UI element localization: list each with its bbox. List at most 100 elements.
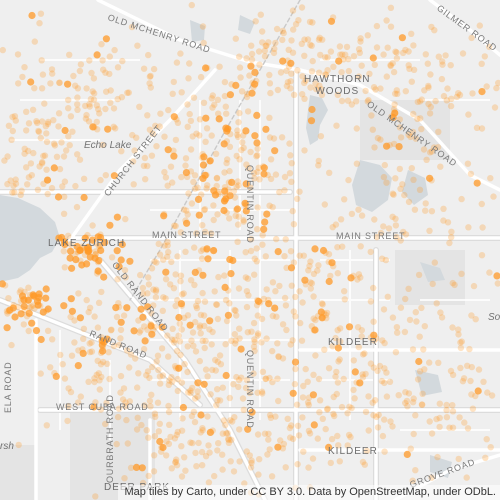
data-point [68,264,76,272]
data-point [486,43,493,51]
data-point [79,346,86,353]
data-point [107,327,115,334]
data-point [156,437,164,446]
data-point [315,69,323,76]
data-point [250,370,257,377]
data-point [300,252,307,259]
data-point [346,403,353,410]
data-point [11,189,18,196]
data-point [389,190,396,197]
data-point [317,308,325,316]
data-point [219,451,226,458]
data-point [173,347,181,355]
data-point [226,255,234,264]
data-point [231,331,238,338]
data-point [43,166,50,173]
data-point [390,140,398,148]
data-point [453,93,461,101]
data-point [234,238,241,245]
data-point [345,323,354,331]
data-point [115,405,123,412]
data-point [253,258,260,265]
data-point [190,342,197,349]
data-point [490,193,497,200]
data-point [173,431,180,438]
data-point [358,62,365,69]
data-point [19,73,26,81]
data-point [151,433,159,440]
data-point [220,206,228,215]
data-point [123,347,131,354]
data-point [3,308,11,315]
data-point [329,343,336,350]
data-point [326,169,333,176]
data-point [483,436,490,443]
data-point [409,128,417,136]
data-point [186,60,193,67]
data-point [147,72,154,80]
data-point [251,132,259,140]
data-point [292,21,300,28]
data-point [232,307,239,314]
data-point [260,164,268,172]
data-point [12,180,20,187]
data-point [169,90,176,98]
data-point [43,138,51,146]
data-point [120,312,128,319]
data-point [235,285,243,292]
data-point [194,379,202,387]
data-point [9,189,16,196]
data-point [76,67,84,75]
data-point [325,365,333,372]
data-point [222,371,230,380]
data-point [4,180,11,188]
data-point [204,413,211,420]
data-point [266,446,273,453]
data-point [110,172,118,180]
data-point [201,298,209,305]
data-point [168,336,176,343]
data-point [345,431,353,439]
data-point [427,71,434,78]
data-point [201,171,209,179]
data-point [250,319,258,327]
data-point [184,343,191,350]
data-point [119,57,126,65]
data-point [74,85,82,92]
data-point [208,132,215,139]
data-point [173,462,181,469]
data-point [242,201,250,208]
data-point [421,323,428,330]
data-point [384,44,391,51]
data-point [392,215,399,222]
data-point [110,105,118,112]
data-point [4,153,11,160]
data-point [478,200,485,208]
data-point [170,113,178,121]
data-point [140,65,148,72]
data-point [83,111,90,119]
data-point [457,344,465,352]
data-point [144,303,152,311]
data-point [0,280,6,288]
data-point [286,140,293,147]
data-point [315,157,322,165]
place-label-hawthorn-woods: HAWTHORN WOODS [304,74,371,98]
data-point [310,421,318,429]
data-point [117,318,125,326]
data-point [170,285,178,292]
data-point [189,133,196,140]
data-point [18,187,25,194]
data-point [223,110,230,117]
data-point [403,450,411,458]
data-point [31,85,38,92]
data-point [257,11,264,18]
data-point [339,51,346,58]
data-point [392,222,400,229]
data-point [213,301,220,308]
data-point [191,244,198,251]
data-point [45,118,52,126]
data-point [165,408,173,416]
data-point [201,206,208,214]
